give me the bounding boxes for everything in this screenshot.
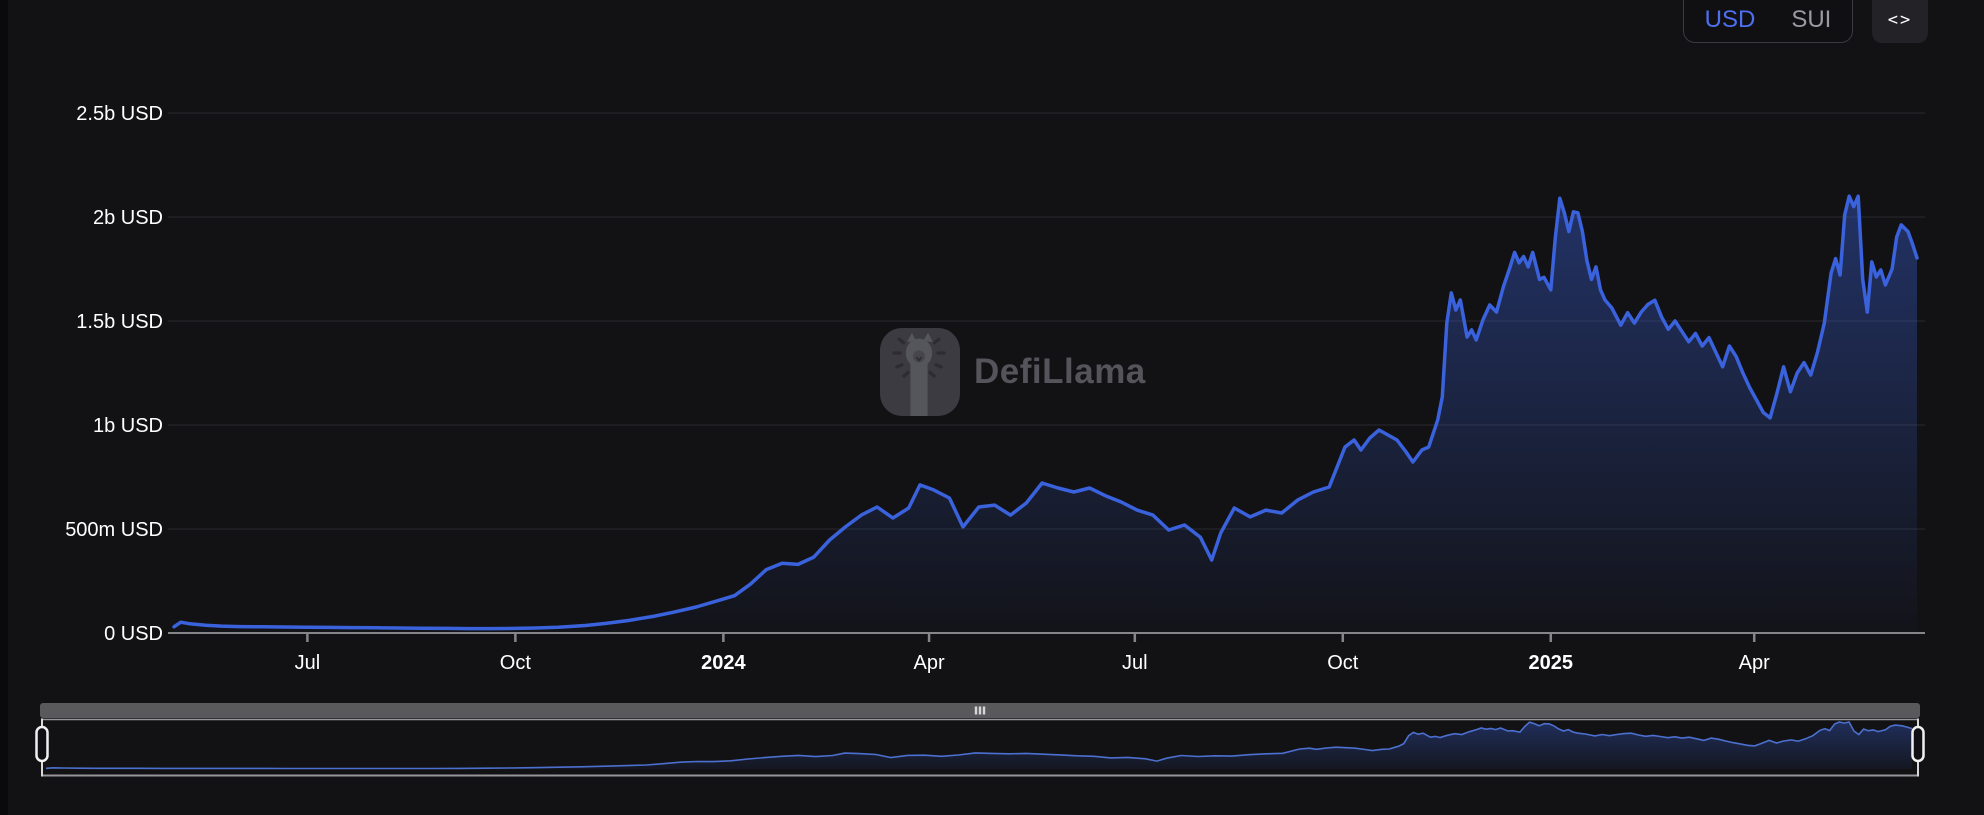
watermark-text: DefiLlama xyxy=(974,352,1146,392)
x-tick-label: Oct xyxy=(1327,652,1359,674)
code-embed-icon: <> xyxy=(1887,10,1913,30)
plot-hover-area[interactable] xyxy=(168,60,1925,633)
toggle-option-usd[interactable]: USD xyxy=(1704,6,1756,33)
watermark: DefiLlama xyxy=(880,328,1146,416)
y-tick-label: 1.5b USD xyxy=(76,311,163,333)
x-tick-label: Jul xyxy=(1122,652,1148,674)
x-tick-label: 2024 xyxy=(701,652,746,674)
defillama-logo-icon xyxy=(880,328,960,416)
navigator-handle-right[interactable] xyxy=(1911,725,1925,763)
tvl-area-fill xyxy=(174,196,1917,633)
x-tick-label: Jul xyxy=(295,652,321,674)
x-tick-label: Apr xyxy=(1739,652,1770,674)
y-tick-label: 2.5b USD xyxy=(76,103,163,125)
y-tick-label: 1b USD xyxy=(93,415,163,437)
tvl-line xyxy=(172,194,1919,631)
move-grip-icon xyxy=(982,706,986,715)
x-tick-label: Oct xyxy=(500,652,532,674)
navigator-line xyxy=(45,721,1913,770)
y-tick-label: 2b USD xyxy=(93,207,163,229)
move-grip-icon xyxy=(978,706,982,715)
y-tick-label: 500m USD xyxy=(65,519,163,541)
navigator-area-fill xyxy=(46,722,1912,769)
x-tick-label: Apr xyxy=(914,652,945,674)
currency-toggle[interactable]: USD SUI xyxy=(1683,0,1853,43)
y-tick-label: 0 USD xyxy=(104,623,163,645)
embed-button[interactable]: <> xyxy=(1872,0,1928,43)
y-axis-labels: 0 USD 500m USD 1b USD 1.5b USD 2b USD 2.5b US… xyxy=(65,103,163,645)
navigator[interactable] xyxy=(35,703,1925,777)
x-axis: Jul Oct 2024 Apr Jul Oct 2025 Apr xyxy=(168,632,1925,674)
move-grip-icon xyxy=(974,706,978,715)
x-tick-label: 2025 xyxy=(1529,652,1574,674)
navigator-handle-left[interactable] xyxy=(35,725,49,763)
toggle-option-sui[interactable]: SUI xyxy=(1791,6,1832,33)
